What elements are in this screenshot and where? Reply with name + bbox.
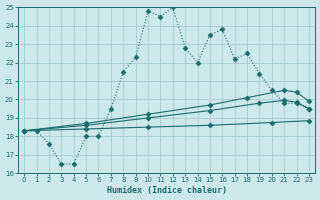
X-axis label: Humidex (Indice chaleur): Humidex (Indice chaleur) [107, 186, 227, 195]
